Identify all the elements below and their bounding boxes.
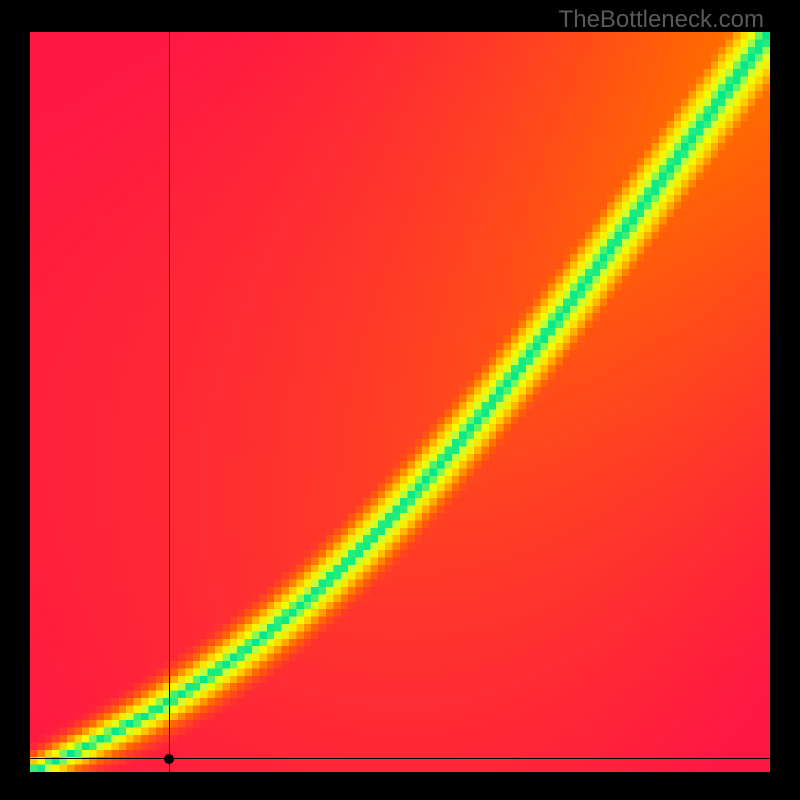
crosshair-horizontal-line: [30, 758, 770, 759]
watermark-text: TheBottleneck.com: [559, 6, 764, 34]
chart-container: TheBottleneck.com: [0, 0, 800, 800]
crosshair-vertical-line: [169, 32, 170, 772]
crosshair-point: [164, 754, 174, 764]
bottleneck-heatmap: [30, 32, 770, 772]
